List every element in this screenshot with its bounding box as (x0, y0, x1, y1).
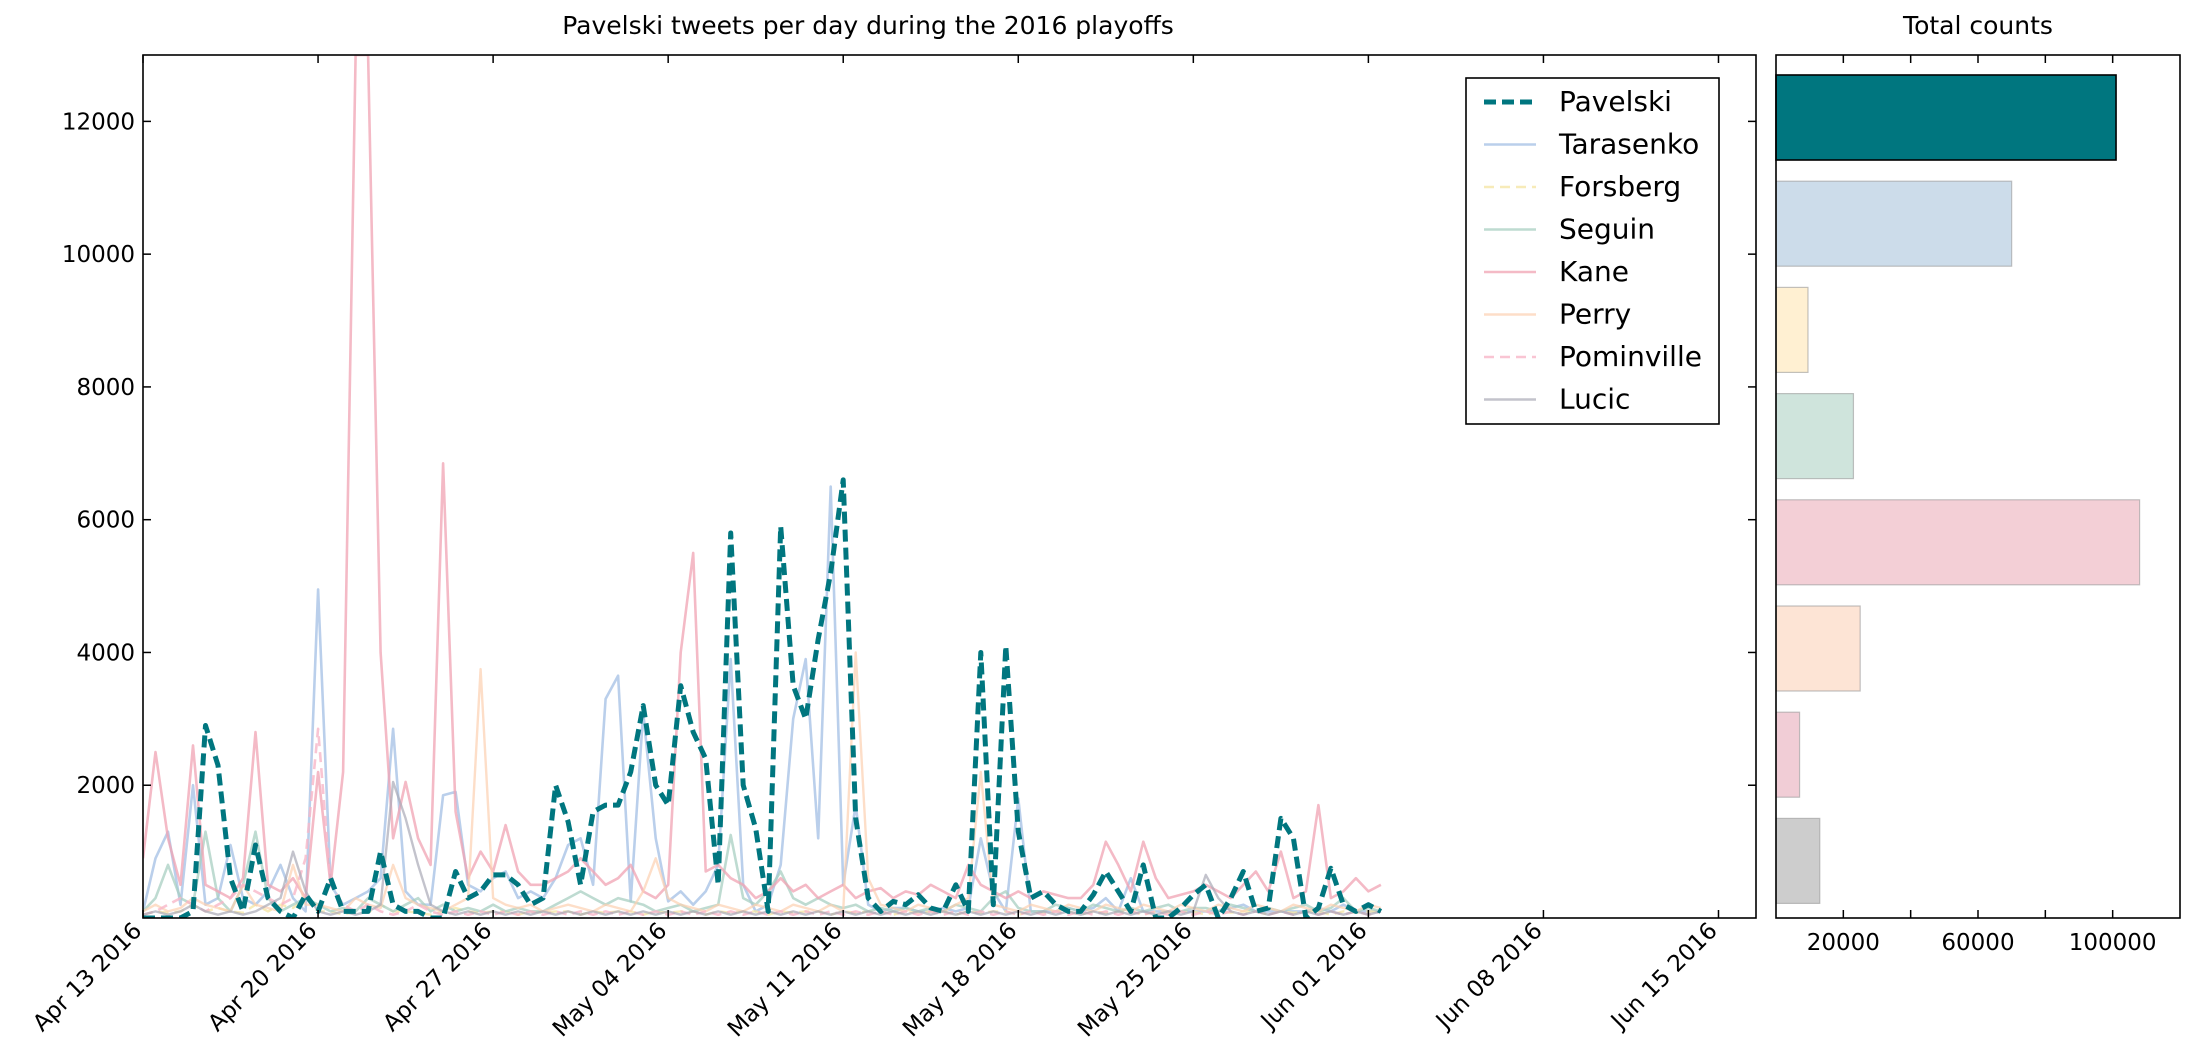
legend-label-pavelski: Pavelski (1559, 85, 1672, 118)
line-chart: 2000 4000 6000 8000 10000 12000 Apr 13 2016 Ap… (28, 54, 1757, 1042)
line-chart-title: Pavelski tweets per day during the 2016 … (562, 11, 1174, 40)
bar-pavelski (1775, 74, 2117, 161)
y-tick-label: 10000 (62, 242, 135, 268)
x-tick-label: Apr 27 2016 (378, 918, 497, 1037)
bar-forsberg (1775, 286, 1809, 373)
legend-label-pominville: Pominville (1559, 340, 1702, 373)
series-line-pavelski (143, 477, 1383, 918)
bars (1775, 74, 2141, 905)
legend-label-tarasenko: Tarasenko (1558, 128, 1699, 161)
bar-seguin (1775, 393, 1855, 480)
x-tick-label: Jun 08 2016 (1430, 918, 1548, 1036)
bar-plot-frame (1775, 54, 2181, 919)
y-tick-label: 2000 (76, 773, 135, 799)
legend-label-lucic: Lucic (1559, 383, 1630, 416)
bar-x-tick-label: 60000 (1941, 930, 2014, 956)
bar-x-tick-label: 100000 (2069, 930, 2157, 956)
bar-x-axis: 20000 60000 100000 (1807, 55, 2157, 956)
legend-label-perry: Perry (1559, 298, 1631, 331)
y-tick-label: 8000 (76, 375, 135, 401)
bar-x-tick-label: 20000 (1807, 930, 1880, 956)
series-lines (143, 55, 1383, 918)
y-tick-label: 6000 (76, 508, 135, 534)
line-plot-frame (142, 54, 1757, 919)
y-axis: 2000 4000 6000 8000 10000 12000 (62, 109, 1756, 799)
bar-perry (1775, 605, 1861, 692)
bar-tarasenko (1775, 180, 2013, 267)
y-tick-label: 4000 (76, 640, 135, 666)
series-line-kane (143, 55, 1382, 900)
x-tick-label: May 18 2016 (898, 918, 1022, 1042)
legend-label-kane: Kane (1559, 255, 1629, 288)
bar-chart: 20000 60000 100000 (1775, 54, 2181, 956)
x-tick-label: May 25 2016 (1073, 918, 1197, 1042)
series-line-tarasenko (143, 485, 1381, 913)
bar-pominville (1775, 711, 1801, 798)
legend-label-seguin: Seguin (1559, 213, 1655, 246)
x-tick-label: Jun 15 2016 (1605, 918, 1723, 1036)
x-tick-label: May 11 2016 (723, 918, 847, 1042)
legend-label-forsberg: Forsberg (1559, 170, 1681, 203)
series-line-perry (143, 651, 1382, 913)
legend-box (1465, 77, 1720, 425)
y-tick-label: 12000 (62, 109, 135, 135)
x-tick-label: May 04 2016 (548, 918, 672, 1042)
bar-chart-title: Total counts (1902, 11, 2053, 40)
x-tick-label: Apr 13 2016 (28, 918, 147, 1037)
x-tick-label: Jun 01 2016 (1255, 918, 1373, 1036)
bar-kane (1775, 499, 2141, 586)
x-tick-label: Apr 20 2016 (203, 918, 322, 1037)
legend: Pavelski Tarasenko Forsberg Seguin Kane Perry… (1465, 77, 1720, 425)
bar-lucic (1775, 817, 1821, 905)
